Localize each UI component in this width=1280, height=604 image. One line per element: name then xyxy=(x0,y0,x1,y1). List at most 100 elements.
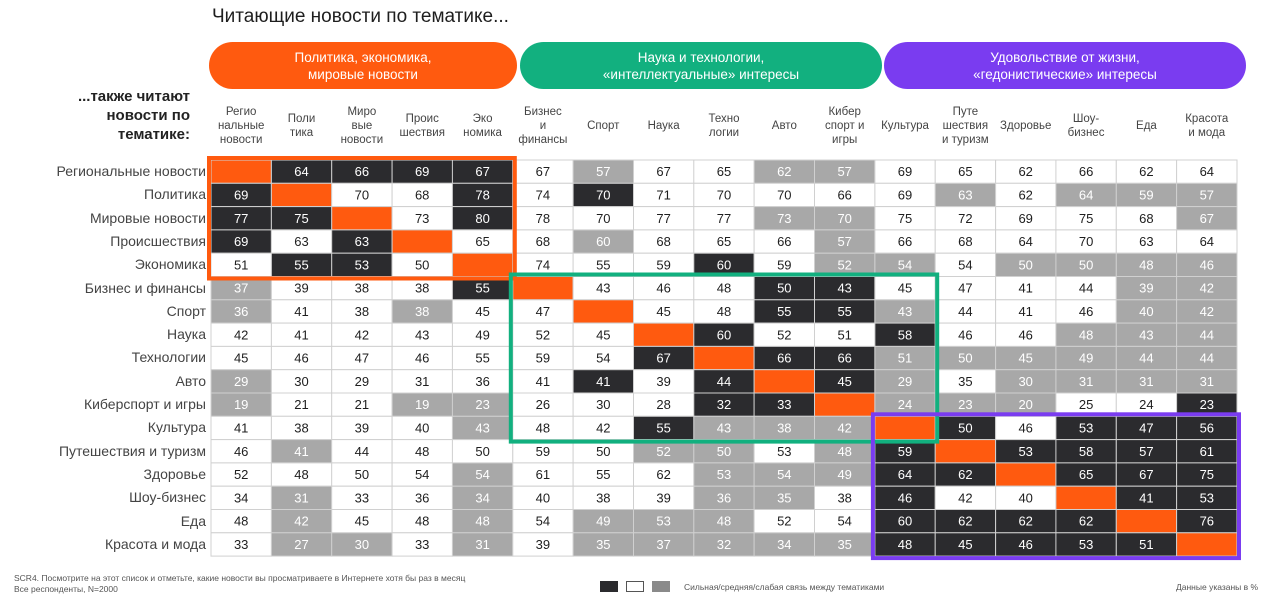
column-header: Кибер спорт и игры xyxy=(824,106,865,146)
heatmap-cell xyxy=(633,322,695,347)
cell-value: 19 xyxy=(415,397,429,412)
cell-value: 57 xyxy=(1200,188,1214,203)
cell-value: 55 xyxy=(596,257,610,272)
cell-value: 34 xyxy=(475,490,489,505)
cell-value: 55 xyxy=(837,304,851,319)
cell-value: 62 xyxy=(1018,188,1032,203)
cell-value: 51 xyxy=(837,327,851,342)
group-science-label: Наука и технологии, «интеллектуальные» и… xyxy=(602,49,800,82)
cell-value: 70 xyxy=(837,211,851,226)
cell-value: 70 xyxy=(596,211,610,226)
cell-value: 26 xyxy=(536,397,550,412)
cell-value: 49 xyxy=(1079,351,1093,366)
cell-value: 35 xyxy=(837,537,851,552)
cell-value: 57 xyxy=(837,164,851,179)
cell-value: 41 xyxy=(596,374,610,389)
cell-value: 31 xyxy=(415,374,429,389)
cell-value: 46 xyxy=(1079,304,1093,319)
cell-value: 50 xyxy=(717,444,731,459)
cell-value: 44 xyxy=(717,374,731,389)
cell-value: 48 xyxy=(1079,327,1093,342)
cell-value: 51 xyxy=(234,257,248,272)
cell-value: 51 xyxy=(898,351,912,366)
heatmap-cell xyxy=(270,182,333,208)
cell-value: 24 xyxy=(1139,397,1153,412)
legend-weak-swatch xyxy=(652,581,670,592)
cell-value: 46 xyxy=(1200,257,1214,272)
cell-value: 55 xyxy=(777,304,791,319)
row-label: Бизнес и финансы xyxy=(84,279,206,296)
cell-value: 43 xyxy=(717,420,731,435)
cell-value: 48 xyxy=(415,444,429,459)
cell-value: 50 xyxy=(958,351,972,366)
chart-title: Читающие новости по тематике... xyxy=(212,6,509,27)
cell-value: 65 xyxy=(475,234,489,249)
cell-value: 42 xyxy=(837,420,851,435)
cell-value: 48 xyxy=(234,514,248,529)
cell-value: 29 xyxy=(898,374,912,389)
cell-value: 41 xyxy=(1018,304,1032,319)
cell-value: 48 xyxy=(536,420,550,435)
cell-value: 45 xyxy=(596,327,610,342)
cell-value: 31 xyxy=(1139,374,1153,389)
row-label: Киберспорт и игры xyxy=(83,396,206,412)
heatmap-cell xyxy=(874,415,936,441)
row-label: Наука xyxy=(167,326,206,343)
cell-value: 55 xyxy=(596,467,610,482)
cell-value: 30 xyxy=(596,397,610,412)
cell-value: 31 xyxy=(1200,374,1214,389)
cell-value: 36 xyxy=(475,374,489,389)
group-hedonic-label: Удовольствие от жизни, «гедонистические»… xyxy=(973,49,1157,82)
cell-value: 53 xyxy=(1079,537,1093,552)
cell-value: 60 xyxy=(596,234,610,249)
cell-value: 50 xyxy=(475,444,489,459)
cell-value: 64 xyxy=(1200,164,1214,179)
row-label: Происшествия xyxy=(110,232,206,249)
cell-value: 64 xyxy=(1200,234,1214,249)
cell-value: 53 xyxy=(1079,420,1093,435)
cell-value: 32 xyxy=(717,537,731,552)
cell-value: 43 xyxy=(596,281,610,296)
column-header: Путе шествия и туризм xyxy=(942,106,989,146)
group-hedonic-pill: Удовольствие от жизни, «гедонистические»… xyxy=(884,42,1246,89)
cell-value: 37 xyxy=(656,537,670,552)
footer-base: Все респонденты, N=2000 xyxy=(14,584,118,594)
cell-value: 55 xyxy=(475,281,489,296)
cell-value: 50 xyxy=(777,281,791,296)
cell-value: 30 xyxy=(294,374,308,389)
cell-value: 68 xyxy=(536,234,550,249)
cell-value: 33 xyxy=(415,537,429,552)
cell-value: 41 xyxy=(536,374,550,389)
cell-value: 29 xyxy=(355,374,369,389)
cell-value: 38 xyxy=(355,304,369,319)
cell-value: 54 xyxy=(777,467,791,482)
cell-value: 43 xyxy=(1139,327,1153,342)
cell-value: 63 xyxy=(1139,234,1153,249)
cell-value: 42 xyxy=(1200,304,1214,319)
cell-value: 53 xyxy=(777,444,791,459)
cell-value: 34 xyxy=(777,537,791,552)
cell-value: 69 xyxy=(1018,211,1032,226)
cell-value: 49 xyxy=(475,327,489,342)
cell-value: 70 xyxy=(596,188,610,203)
cell-value: 34 xyxy=(234,490,248,505)
cell-value: 38 xyxy=(837,490,851,505)
cell-value: 67 xyxy=(656,164,670,179)
cell-value: 52 xyxy=(837,257,851,272)
cell-value: 30 xyxy=(355,537,369,552)
heatmap-cell xyxy=(693,345,755,371)
cell-value: 48 xyxy=(898,537,912,552)
column-header: Красота и мода xyxy=(1185,113,1229,139)
row-label: Еда xyxy=(180,512,206,529)
cell-value: 45 xyxy=(475,304,489,319)
heatmap-cell xyxy=(753,369,815,394)
heatmap-cell xyxy=(1055,485,1117,511)
cell-value: 77 xyxy=(717,211,731,226)
cell-value: 50 xyxy=(958,420,972,435)
cell-value: 47 xyxy=(355,351,369,366)
cell-value: 35 xyxy=(777,490,791,505)
cell-value: 20 xyxy=(1018,397,1032,412)
cell-value: 21 xyxy=(294,397,308,412)
cell-value: 35 xyxy=(596,537,610,552)
cell-value: 56 xyxy=(1200,420,1214,435)
